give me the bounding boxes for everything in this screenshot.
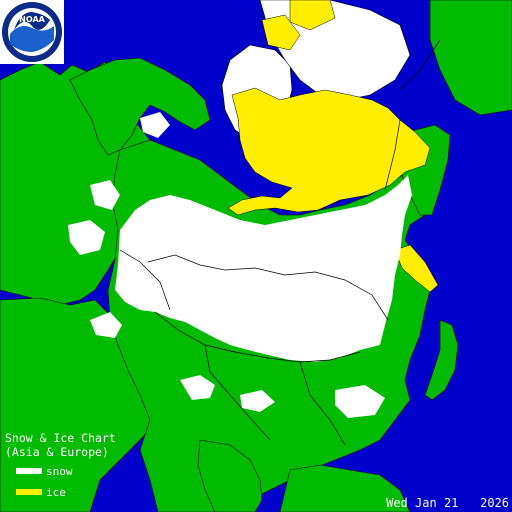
land-india bbox=[197, 439, 263, 512]
land-se-asia bbox=[279, 464, 411, 512]
legend-item-ice: ice bbox=[16, 485, 66, 499]
ice-okhotsk bbox=[394, 244, 439, 293]
land-scandinavia bbox=[69, 57, 211, 156]
legend-title-line2: (Asia & Europe) bbox=[5, 445, 109, 459]
date-year: 2026 bbox=[480, 496, 509, 510]
land-alaska-tip bbox=[429, 0, 512, 116]
legend-title: Snow & Ice Chart (Asia & Europe) bbox=[5, 431, 116, 459]
chart-date: Wed Jan 21 2026 bbox=[386, 496, 509, 510]
ice-arctic bbox=[227, 0, 431, 216]
snow-swatch bbox=[16, 468, 42, 474]
legend-item-snow: snow bbox=[16, 464, 73, 478]
ice-swatch bbox=[16, 489, 42, 495]
date-day: Wed bbox=[386, 496, 408, 510]
snow-central-asia bbox=[90, 312, 385, 418]
legend-label-snow: snow bbox=[46, 464, 73, 478]
legend-title-line1: Snow & Ice Chart bbox=[5, 431, 116, 445]
snow-eurasia bbox=[115, 175, 412, 362]
legend-label-ice: ice bbox=[46, 485, 66, 499]
country-borders bbox=[119, 39, 441, 446]
date-daynum: 21 bbox=[443, 496, 459, 510]
snow-europe bbox=[68, 112, 170, 255]
noaa-logo-icon: NOAA bbox=[0, 0, 64, 64]
date-month: Jan bbox=[415, 496, 437, 510]
land-japan bbox=[424, 319, 459, 401]
svg-text:NOAA: NOAA bbox=[19, 15, 45, 24]
